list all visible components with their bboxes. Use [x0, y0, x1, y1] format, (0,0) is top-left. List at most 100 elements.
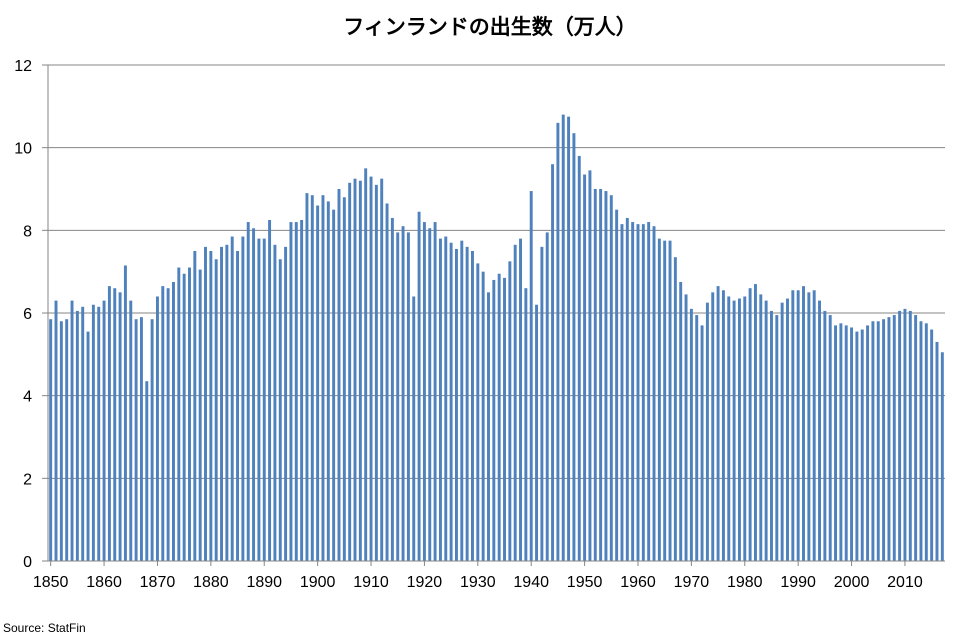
bar — [433, 222, 437, 562]
bar — [588, 170, 592, 561]
bar — [492, 279, 496, 561]
bar — [535, 304, 539, 561]
bar — [150, 319, 154, 561]
bar — [497, 273, 501, 561]
bar — [620, 224, 624, 561]
x-tick-label: 1850 — [33, 574, 69, 591]
bar — [668, 240, 672, 561]
bar — [791, 290, 795, 561]
x-tick-label: 1900 — [300, 574, 336, 591]
bar — [342, 197, 346, 561]
bar — [743, 296, 747, 561]
bar — [214, 259, 218, 561]
bar — [182, 273, 186, 561]
bar — [892, 315, 896, 561]
bar — [252, 228, 256, 561]
bar — [593, 189, 597, 561]
bar — [855, 331, 859, 561]
bar — [70, 300, 74, 561]
bar — [513, 244, 517, 562]
bar — [476, 263, 480, 561]
bar — [204, 246, 207, 561]
x-tick-label: 1920 — [407, 574, 443, 591]
bar — [59, 321, 63, 561]
bar — [465, 246, 469, 561]
bar — [823, 310, 827, 561]
bar — [155, 296, 159, 561]
bar — [887, 317, 891, 561]
bar — [572, 133, 576, 561]
bar — [305, 193, 309, 561]
bar — [86, 331, 90, 561]
bar — [567, 116, 571, 562]
bar — [657, 238, 661, 561]
bar — [177, 267, 181, 561]
x-tick-label: 1890 — [246, 574, 282, 591]
bar — [647, 222, 651, 562]
bar — [866, 325, 870, 561]
bar — [401, 226, 405, 561]
bar — [406, 232, 410, 561]
bar — [631, 222, 635, 562]
bar — [246, 222, 250, 562]
bar — [508, 261, 512, 561]
bar — [380, 178, 384, 561]
bar — [609, 195, 613, 561]
bar — [123, 265, 127, 561]
bar — [358, 180, 362, 561]
bars — [49, 114, 944, 562]
y-axis-ticks: 0 2 4 6 8 10 12 — [14, 58, 32, 571]
bar — [374, 184, 378, 561]
bar — [75, 310, 79, 561]
bar — [241, 236, 245, 562]
bar — [583, 174, 587, 562]
bar — [529, 191, 533, 562]
bar — [759, 294, 763, 561]
bar — [284, 246, 288, 561]
bar — [796, 290, 800, 561]
bar — [636, 224, 640, 561]
bar — [556, 122, 560, 561]
bar — [134, 319, 138, 561]
bar — [166, 288, 170, 561]
bar — [428, 228, 432, 561]
source-note: Source: StatFin — [3, 621, 86, 635]
bar — [209, 251, 213, 561]
bar — [935, 341, 939, 561]
bar — [54, 300, 58, 561]
bar — [737, 298, 741, 561]
bar — [390, 217, 394, 561]
bar — [577, 155, 581, 561]
bar — [679, 282, 683, 561]
bar — [294, 222, 298, 562]
bar — [145, 381, 149, 561]
bar — [834, 325, 838, 561]
bar — [102, 300, 106, 561]
y-tick-label: 12 — [14, 58, 32, 75]
bar — [780, 302, 784, 561]
bar — [449, 242, 453, 561]
bar — [839, 323, 843, 561]
y-tick-label: 8 — [23, 223, 32, 240]
bar — [775, 315, 779, 561]
bar — [770, 310, 773, 561]
bar — [139, 317, 143, 561]
bar — [807, 292, 811, 561]
y-tick-label: 4 — [23, 389, 32, 406]
x-tick-label: 2010 — [887, 574, 923, 591]
x-tick-label: 1860 — [86, 574, 122, 591]
bar — [65, 319, 69, 561]
bar — [908, 310, 912, 561]
bar — [684, 294, 688, 561]
bar — [903, 308, 907, 561]
bar — [438, 238, 442, 561]
x-tick-label: 1990 — [780, 574, 816, 591]
x-tick-label: 1980 — [727, 574, 763, 591]
bar — [732, 300, 736, 561]
bar — [422, 222, 426, 562]
bar — [353, 178, 357, 561]
bar — [716, 286, 720, 561]
bar — [802, 286, 805, 561]
bar — [193, 251, 197, 561]
bar — [385, 203, 389, 561]
